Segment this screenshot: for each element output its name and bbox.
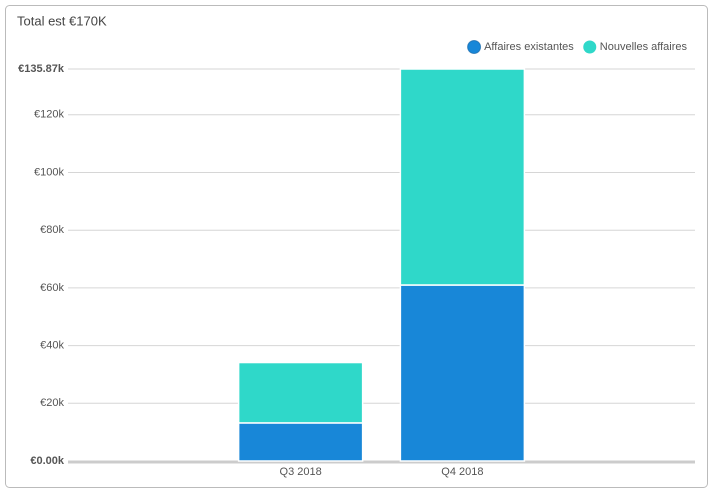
x-tick-label: Q4 2018 bbox=[441, 466, 483, 478]
y-tick-label: €135.87k bbox=[18, 63, 65, 75]
y-tick-label: €60k bbox=[40, 282, 64, 294]
x-tick-label: Q3 2018 bbox=[280, 466, 322, 478]
chart-title: Total est €170K bbox=[17, 13, 107, 28]
y-tick-label: €100k bbox=[34, 166, 64, 178]
y-tick-label: €40k bbox=[40, 340, 64, 352]
y-tick-label: €0.00k bbox=[30, 455, 65, 467]
card bbox=[5, 5, 708, 488]
bar-segment bbox=[237, 422, 364, 462]
y-tick-label: €20k bbox=[40, 397, 64, 409]
bar-segment bbox=[399, 68, 526, 286]
legend-swatch bbox=[467, 40, 482, 54]
y-tick-label: €80k bbox=[40, 224, 64, 236]
legend-label: Affaires existantes bbox=[484, 41, 574, 53]
bar-segment bbox=[399, 284, 526, 462]
y-tick-label: €120k bbox=[34, 109, 64, 121]
bar-segment bbox=[237, 361, 364, 424]
legend-swatch bbox=[583, 40, 597, 54]
legend-label: Nouvelles affaires bbox=[600, 41, 688, 53]
